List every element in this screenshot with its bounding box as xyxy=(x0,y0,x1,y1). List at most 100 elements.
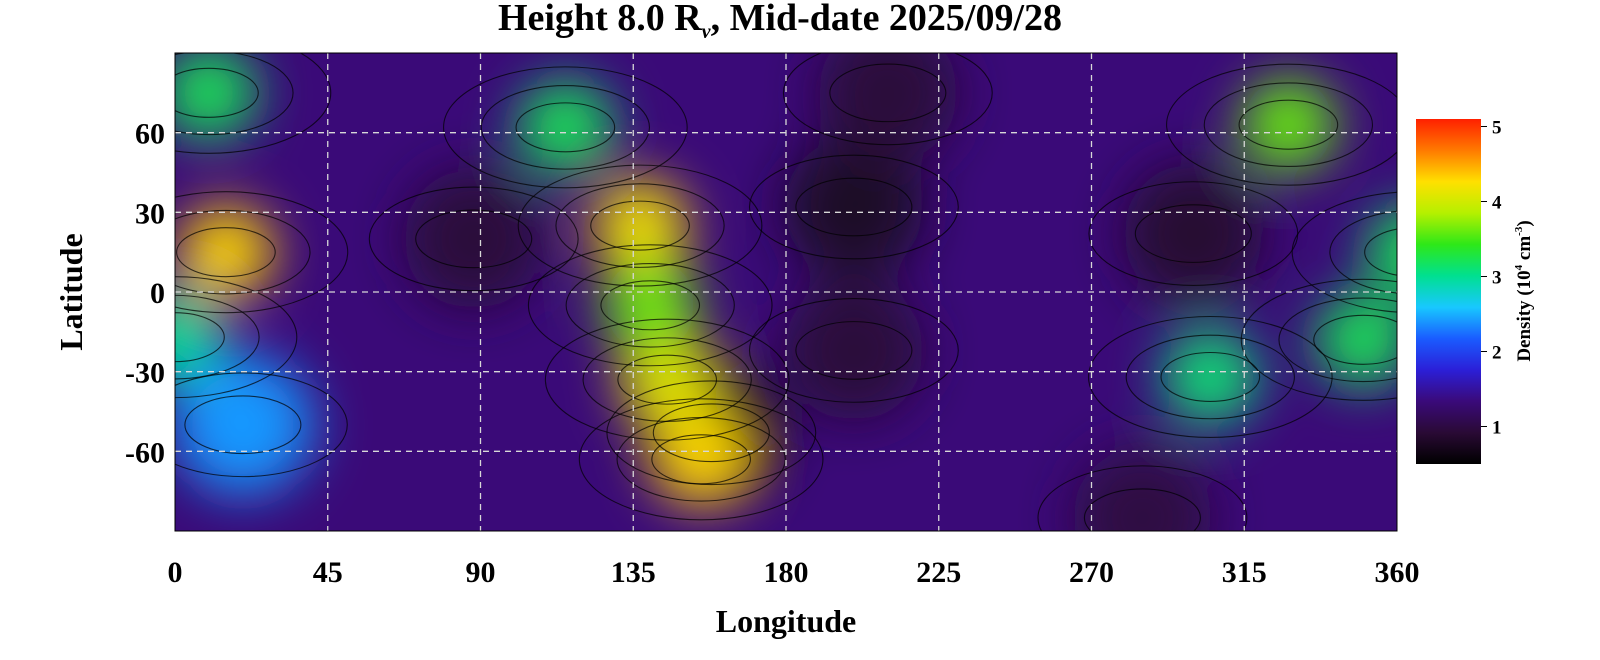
contour-line-4-1 xyxy=(748,298,959,403)
contour-lines xyxy=(175,53,1397,531)
density-feature-7 xyxy=(179,206,272,299)
contour-line-0-1 xyxy=(748,154,959,260)
contour-line-13-1 xyxy=(175,53,294,136)
contour-line-17-0 xyxy=(1364,228,1397,276)
chart-title-prefix: Height 8.0 R xyxy=(498,0,702,39)
x-axis-ticks: 0 45 90 135 180 225 270 315 360 xyxy=(168,556,1420,589)
contour-line-3-1 xyxy=(368,186,579,292)
contour-line-11-0 xyxy=(600,280,701,331)
contour-line-12-1 xyxy=(1203,82,1374,168)
colorbar-gradient xyxy=(1416,119,1481,464)
density-feature-4 xyxy=(783,280,924,421)
contour-line-18-1 xyxy=(480,85,651,170)
contour-line-11-1 xyxy=(565,262,735,348)
y-tick-label-60: 60 xyxy=(135,118,165,151)
contour-line-10-0 xyxy=(651,434,751,485)
x-axis-label: Longitude xyxy=(716,603,856,639)
chart-title: Height 8.0 Rv, Mid-date 2025/09/28 xyxy=(498,0,1062,43)
colorbar-tick-label-3: 3 xyxy=(1492,268,1502,289)
density-feature-0 xyxy=(783,137,924,278)
colorbar-ticks: 1 2 3 4 5 xyxy=(1481,118,1502,439)
density-feature-9 xyxy=(621,333,714,426)
colorbar-tick-label-4: 4 xyxy=(1492,193,1502,214)
contour-line-12-2 xyxy=(1166,63,1397,186)
contour-line-0-0 xyxy=(795,177,913,237)
contour-line-14-0 xyxy=(175,312,225,363)
contour-line-7-0 xyxy=(176,227,276,278)
contour-line-19-1 xyxy=(175,372,348,478)
contour-line-18-2 xyxy=(443,66,688,189)
contour-line-1-1 xyxy=(782,53,993,146)
density-feature-14 xyxy=(175,291,221,384)
x-tick-label-90: 90 xyxy=(466,556,496,589)
contour-line-6-1 xyxy=(1037,465,1248,531)
density-feature-16 xyxy=(1164,330,1257,423)
contour-line-10-1 xyxy=(616,416,786,502)
density-feature-8 xyxy=(594,179,687,272)
density-feature-11 xyxy=(604,259,697,352)
contour-line-5-0 xyxy=(652,403,770,463)
density-feature-13 xyxy=(175,53,255,139)
contour-line-12-0 xyxy=(1238,99,1339,150)
plot-frame xyxy=(174,52,1398,532)
chart-title-suffix: , Mid-date 2025/09/28 xyxy=(711,0,1062,39)
contour-line-8-1 xyxy=(555,183,725,268)
x-tick-label-135: 135 xyxy=(611,556,656,589)
contour-line-17-2 xyxy=(1291,191,1397,313)
x-tick-label-360: 360 xyxy=(1375,556,1420,589)
x-tick-label-45: 45 xyxy=(313,556,343,589)
density-feature-2 xyxy=(1123,163,1264,304)
contour-line-14-1 xyxy=(175,294,260,380)
colorbar-label-exp2: -3 xyxy=(1513,226,1525,236)
y-axis-label: Latitude xyxy=(53,233,89,350)
colorbar-tick-label-5: 5 xyxy=(1492,118,1502,139)
colorbar-tick-label-1: 1 xyxy=(1492,418,1502,439)
colorbar-label-mid: cm xyxy=(1514,236,1535,265)
density-feature-3 xyxy=(403,168,544,309)
contour-line-16-0 xyxy=(1160,351,1261,403)
density-feature-1 xyxy=(817,53,958,163)
contour-line-3-0 xyxy=(415,209,533,269)
contour-line-14-2 xyxy=(175,276,298,399)
x-tick-label-0: 0 xyxy=(168,556,183,589)
heatmap-plot-area xyxy=(174,52,1398,532)
contour-line-6-0 xyxy=(1083,488,1201,531)
x-tick-label-315: 315 xyxy=(1222,556,1267,589)
contour-line-16-2 xyxy=(1087,315,1333,439)
density-feature-19 xyxy=(175,354,313,495)
contour-line-9-2 xyxy=(544,318,790,441)
contour-line-17-1 xyxy=(1329,210,1397,294)
contour-line-4-0 xyxy=(795,321,913,380)
contour-line-16-1 xyxy=(1125,334,1295,420)
y-tick-label--60: -60 xyxy=(125,436,165,469)
contour-line-15-1 xyxy=(1278,297,1397,383)
y-tick-label--30: -30 xyxy=(125,357,165,390)
contour-line-15-0 xyxy=(1313,314,1397,365)
colorbar-label-suffix: ) xyxy=(1514,220,1535,226)
contour-line-7-2 xyxy=(175,191,349,314)
chart-title-subscript: v xyxy=(702,21,712,43)
contour-line-10-2 xyxy=(578,398,824,521)
colorbar-label: Density (104 cm-3) xyxy=(1513,220,1535,361)
y-tick-label-0: 0 xyxy=(150,277,165,310)
contour-line-19-0 xyxy=(184,395,302,455)
contour-line-8-2 xyxy=(517,164,763,287)
y-tick-label-30: 30 xyxy=(135,197,165,230)
contour-line-15-2 xyxy=(1240,278,1397,401)
colorbar-label-prefix: Density (10 xyxy=(1514,270,1535,361)
density-feature-12 xyxy=(1242,78,1335,171)
density-feature-18 xyxy=(519,81,612,174)
contour-line-2-0 xyxy=(1134,204,1252,263)
x-tick-label-270: 270 xyxy=(1069,556,1114,589)
contour-line-9-0 xyxy=(617,354,718,405)
contour-line-13-2 xyxy=(175,53,332,154)
colorbar-tick-label-2: 2 xyxy=(1492,343,1502,364)
colorbar-label-exp1: 4 xyxy=(1513,264,1525,270)
x-tick-label-225: 225 xyxy=(916,556,961,589)
x-tick-label-180: 180 xyxy=(764,556,809,589)
y-axis-ticks: -60 -30 0 30 60 xyxy=(125,118,165,470)
contour-line-13-0 xyxy=(175,67,259,118)
contour-line-7-1 xyxy=(175,209,311,295)
